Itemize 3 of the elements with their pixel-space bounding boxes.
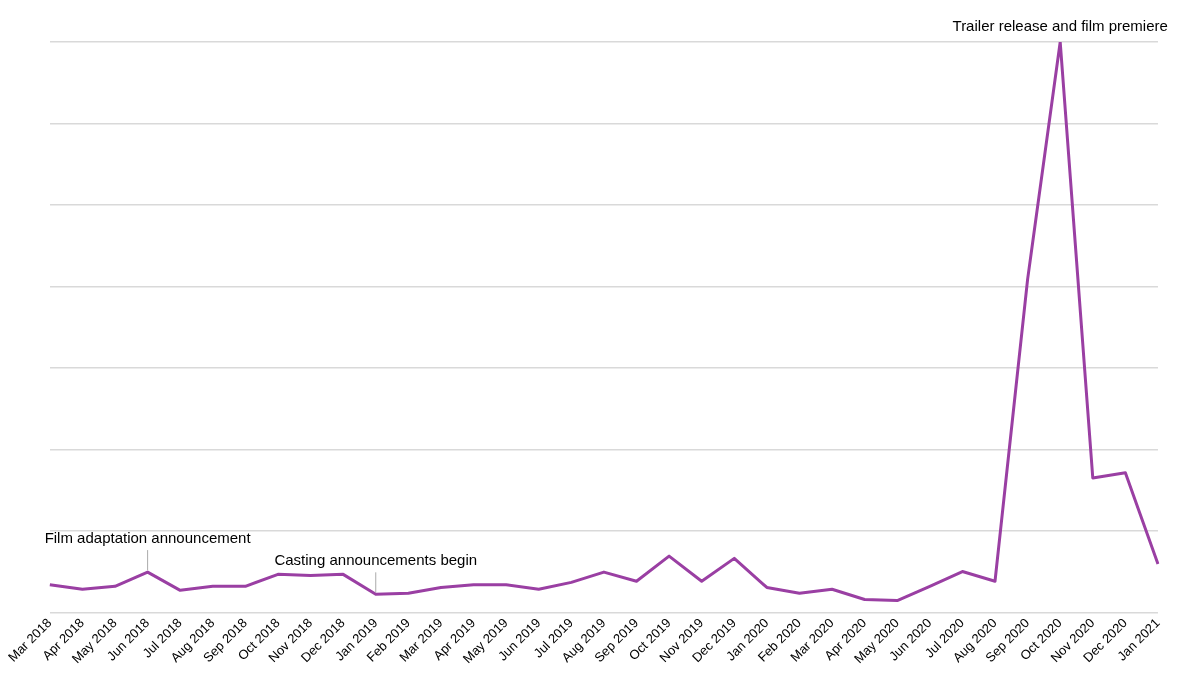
annotation: Film adaptation announcement (44, 528, 252, 546)
annotation: Casting announcements begin (274, 550, 478, 568)
annotation: Trailer release and film premiere (952, 16, 1168, 34)
